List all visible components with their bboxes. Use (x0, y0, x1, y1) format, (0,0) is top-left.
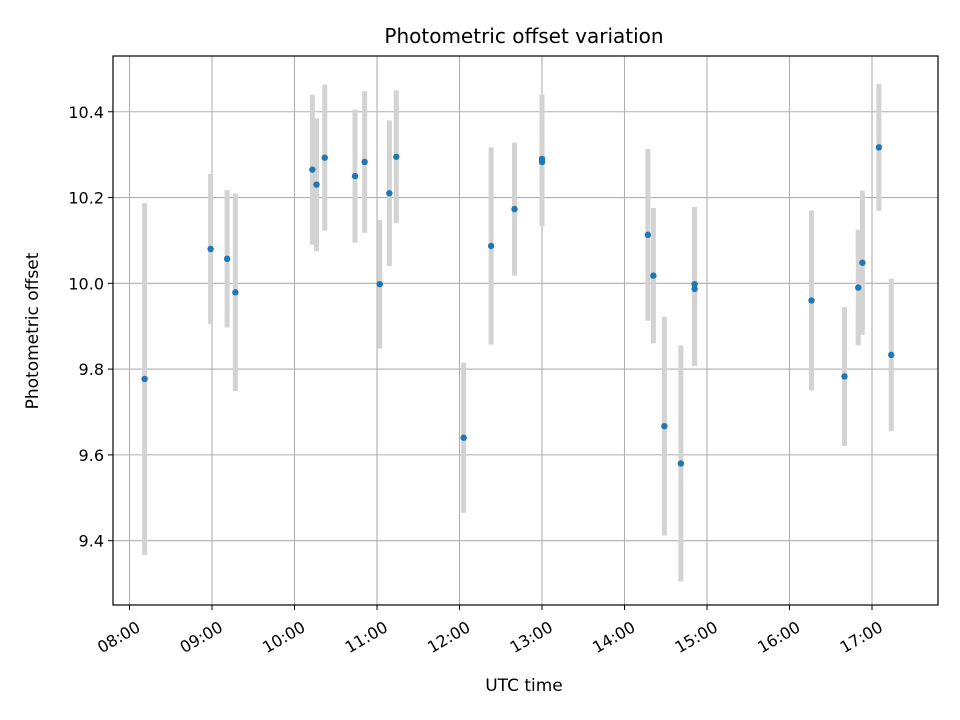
data-point (855, 284, 862, 291)
data-point (393, 153, 400, 160)
y-tick-label: 9.6 (79, 446, 104, 465)
data-point (691, 280, 698, 288)
data-point (351, 172, 359, 180)
chart-title: Photometric offset variation (384, 24, 663, 48)
y-axis-title: Photometric offset (23, 252, 43, 409)
data-point (232, 289, 239, 296)
data-point (644, 231, 652, 239)
data-point (386, 190, 393, 197)
data-point (361, 158, 368, 166)
data-point (207, 245, 214, 253)
data-point (313, 181, 320, 188)
data-point (691, 285, 698, 293)
data-point (875, 144, 883, 151)
data-point (538, 158, 546, 166)
data-points (141, 144, 895, 467)
y-tick-label: 9.8 (79, 360, 104, 379)
y-tick-label: 9.4 (79, 532, 104, 551)
data-point (888, 351, 895, 359)
y-tick-label: 10.2 (68, 189, 104, 208)
data-point (309, 166, 316, 173)
data-point (677, 460, 685, 467)
data-point (223, 255, 231, 263)
grid (113, 56, 938, 605)
x-axis-title: UTC time (485, 676, 563, 696)
data-point (321, 154, 328, 161)
data-point (808, 297, 815, 304)
data-point (460, 434, 467, 441)
data-point (511, 205, 518, 213)
y-tick-label: 10.0 (68, 274, 104, 293)
data-point (141, 375, 148, 383)
data-point (841, 373, 848, 380)
data-point (650, 272, 657, 279)
y-tick-label: 10.4 (68, 103, 104, 122)
plot-frame (112, 55, 939, 606)
data-point (487, 242, 495, 250)
data-point (859, 259, 866, 266)
data-point (376, 280, 383, 288)
data-point (661, 422, 668, 430)
